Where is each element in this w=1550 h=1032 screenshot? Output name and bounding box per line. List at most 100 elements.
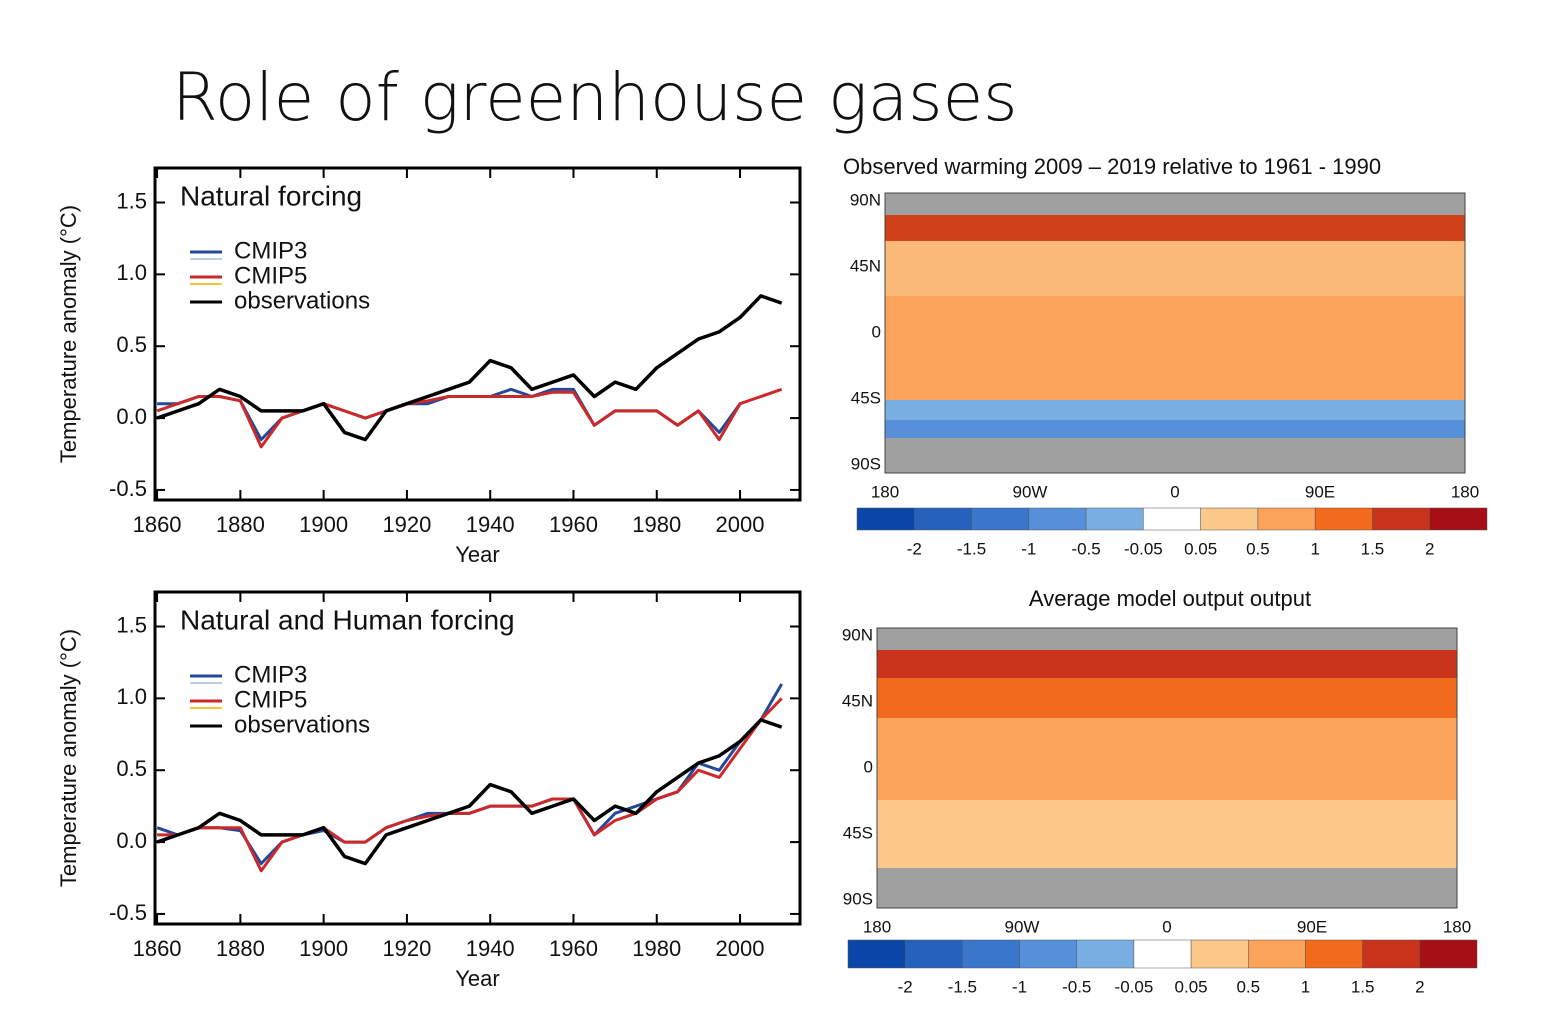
colorbar-tick-label: -2 xyxy=(907,539,922,558)
colorbar-cell xyxy=(914,507,972,531)
colorbar-cell xyxy=(962,939,1020,969)
plot-frame xyxy=(153,166,802,502)
x-axis-label: Year xyxy=(455,542,499,567)
colorbar-tick-label: 2 xyxy=(1415,977,1424,996)
chart-title: Natural forcing xyxy=(180,180,362,211)
colorbar-cell xyxy=(1028,507,1087,531)
x-tick-label: 1880 xyxy=(216,936,265,961)
colorbar-cell xyxy=(1200,507,1259,531)
x-tick-label: 1940 xyxy=(466,512,515,537)
y-axis-label: Temperature anomaly (°C) xyxy=(56,205,81,463)
lat-label: 90N xyxy=(842,625,873,644)
lat-label: 90N xyxy=(850,190,881,209)
colorbar-cell xyxy=(1133,939,1192,969)
colorbar-tick-label: 1.5 xyxy=(1361,539,1385,558)
lat-label: 45N xyxy=(842,691,873,710)
x-tick-label: 1900 xyxy=(299,512,348,537)
colorbar-cell xyxy=(1019,939,1077,969)
y-tick-label: 0.5 xyxy=(116,756,147,781)
series-line xyxy=(156,387,783,449)
map-frame xyxy=(884,192,1466,474)
lon-label: 90W xyxy=(1005,917,1040,936)
map-frame xyxy=(876,627,1458,909)
lat-label: 90S xyxy=(843,889,873,908)
x-tick-label: 1920 xyxy=(382,936,431,961)
y-tick-label: 1.0 xyxy=(116,684,147,709)
lon-label: 180 xyxy=(1451,482,1479,501)
colorbar-cell xyxy=(1248,939,1306,969)
colorbar-tick-label: -1 xyxy=(1021,539,1036,558)
colorbar-cell xyxy=(1372,507,1430,531)
lon-label: 90E xyxy=(1305,482,1335,501)
series-line xyxy=(157,697,783,873)
y-axis-label: Temperature anomaly (°C) xyxy=(56,629,81,887)
colorbar-tick-label: 1 xyxy=(1310,539,1319,558)
colorbar-tick-label: 2 xyxy=(1425,539,1434,558)
x-tick-label: 1860 xyxy=(133,936,182,961)
y-tick-label: 0.0 xyxy=(116,404,147,429)
colorbar-cell xyxy=(1305,939,1363,969)
lon-label: 0 xyxy=(1162,917,1171,936)
y-tick-label: 1.0 xyxy=(116,260,147,285)
colorbar-tick-label: 0.5 xyxy=(1246,539,1270,558)
x-tick-label: 2000 xyxy=(716,936,765,961)
lat-label: 0 xyxy=(872,322,881,341)
colorbar-tick-label: -2 xyxy=(898,977,913,996)
lon-label: 180 xyxy=(863,917,891,936)
legend-label: CMIP5 xyxy=(234,262,307,289)
colorbar-tick-label: 0.05 xyxy=(1175,977,1208,996)
x-axis-label: Year xyxy=(455,966,499,991)
x-tick-label: 1940 xyxy=(466,936,515,961)
lon-label: 180 xyxy=(871,482,899,501)
y-tick-label: 1.5 xyxy=(116,188,147,213)
colorbar-cell xyxy=(1257,507,1316,531)
colorbar-tick-label: -0.5 xyxy=(1062,977,1091,996)
colorbar-cell xyxy=(971,507,1030,531)
series-line xyxy=(156,294,783,442)
x-tick-label: 2000 xyxy=(716,512,765,537)
colorbar-cell xyxy=(1190,939,1249,969)
y-tick-label: -0.5 xyxy=(109,900,147,925)
colorbar-cell xyxy=(856,507,915,531)
legend-label: CMIP3 xyxy=(234,661,307,688)
x-tick-label: 1980 xyxy=(632,936,681,961)
x-tick-label: 1980 xyxy=(632,512,681,537)
x-tick-label: 1920 xyxy=(382,512,431,537)
chart-title: Natural and Human forcing xyxy=(180,604,515,635)
colorbar-tick-label: -0.05 xyxy=(1124,539,1163,558)
map-title: Average model output output xyxy=(1029,586,1311,611)
lat-label: 45S xyxy=(843,823,873,842)
colorbar-cell xyxy=(1143,507,1201,531)
colorbar-tick-label: -0.5 xyxy=(1071,539,1100,558)
legend-label: CMIP3 xyxy=(234,237,307,264)
colorbar-cell xyxy=(1314,507,1373,531)
y-tick-label: 0.0 xyxy=(116,828,147,853)
slide-title: Role of greenhouse gases xyxy=(172,59,1018,136)
colorbar-tick-label: 1.5 xyxy=(1351,977,1375,996)
lat-label: 0 xyxy=(864,757,873,776)
x-tick-label: 1860 xyxy=(133,512,182,537)
colorbar-cell xyxy=(904,939,963,969)
colorbar-cell xyxy=(1362,939,1421,969)
lon-label: 90W xyxy=(1013,482,1048,501)
y-tick-label: 0.5 xyxy=(116,332,147,357)
map-illustration xyxy=(877,628,1457,908)
legend-label: observations xyxy=(234,711,370,738)
lat-label: 90S xyxy=(851,454,881,473)
colorbar-tick-label: -1.5 xyxy=(948,977,977,996)
map-illustration xyxy=(885,193,1465,473)
lon-label: 90E xyxy=(1297,917,1327,936)
series-line xyxy=(156,718,783,866)
x-tick-label: 1880 xyxy=(216,512,265,537)
lon-label: 180 xyxy=(1443,917,1471,936)
map-title: Observed warming 2009 – 2019 relative to… xyxy=(843,154,1381,179)
colorbar-cell xyxy=(1085,507,1144,531)
colorbar-tick-label: 0.05 xyxy=(1184,539,1217,558)
lat-label: 45N xyxy=(850,256,881,275)
x-tick-label: 1960 xyxy=(549,936,598,961)
legend-label: CMIP5 xyxy=(234,686,307,713)
lon-label: 0 xyxy=(1170,482,1179,501)
y-tick-label: 1.5 xyxy=(116,612,147,637)
